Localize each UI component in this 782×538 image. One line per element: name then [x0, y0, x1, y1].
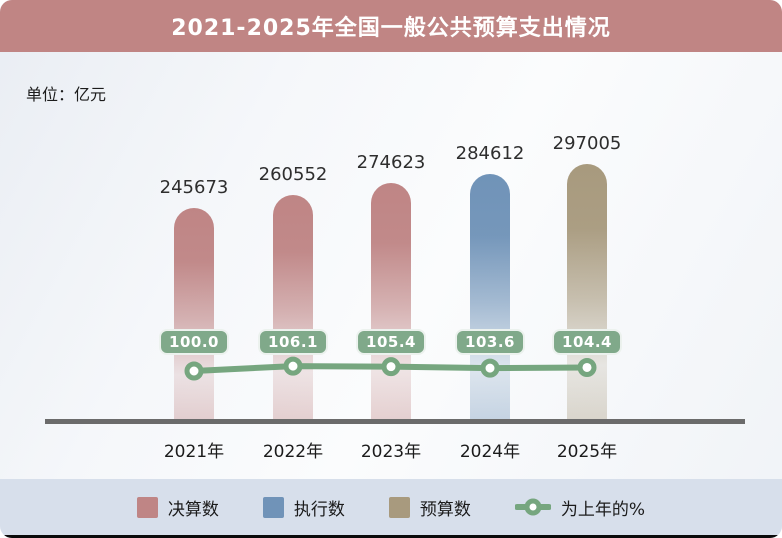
x-axis-label: 2021年	[163, 442, 225, 462]
legend-label-execution: 执行数	[293, 499, 345, 520]
legend-swatch-execution	[262, 496, 284, 518]
legend-swatch-final-account	[136, 496, 158, 518]
title-bar: 2021-2025年全国一般公共预算支出情况	[0, 0, 782, 52]
bar-value-label: 284612	[455, 143, 525, 164]
x-axis-label: 2025年	[556, 442, 618, 462]
legend-label-budget: 预算数	[419, 499, 471, 520]
percent-pill: 106.1	[258, 329, 328, 355]
bar	[567, 164, 607, 422]
legend-item-final-account: 决算数	[136, 495, 219, 520]
x-axis-label: 2022年	[262, 442, 324, 462]
x-axis-label: 2024年	[459, 442, 521, 462]
legend-label-final-account: 决算数	[167, 499, 219, 520]
bar-value-label: 245673	[159, 177, 229, 198]
x-axis-label: 2023年	[360, 442, 422, 462]
percent-pill: 104.4	[552, 329, 622, 355]
legend: 决算数 执行数 预算数 为上年的%	[0, 479, 782, 535]
legend-swatch-budget	[388, 496, 410, 518]
legend-item-execution: 执行数	[262, 495, 345, 520]
bar	[174, 208, 214, 422]
legend-label-trend-line: 为上年的%	[560, 499, 646, 520]
bar-value-label: 297005	[552, 133, 622, 154]
bottom-border	[0, 535, 782, 538]
legend-item-budget: 预算数	[388, 495, 471, 520]
bar	[470, 174, 510, 422]
bar-value-label: 274623	[356, 152, 426, 173]
bar	[273, 195, 313, 422]
trend-line-legend-icon	[514, 498, 551, 516]
percent-pill: 103.6	[455, 329, 525, 355]
bar-value-label: 260552	[258, 164, 328, 185]
x-axis-line	[45, 419, 745, 424]
percent-pill: 100.0	[159, 329, 229, 355]
legend-item-trend-line: 为上年的%	[514, 495, 646, 520]
page-title: 2021-2025年全国一般公共预算支出情况	[171, 16, 611, 41]
percent-pill: 105.4	[356, 329, 426, 355]
unit-label: 单位：亿元	[26, 85, 107, 104]
bar	[371, 183, 411, 422]
